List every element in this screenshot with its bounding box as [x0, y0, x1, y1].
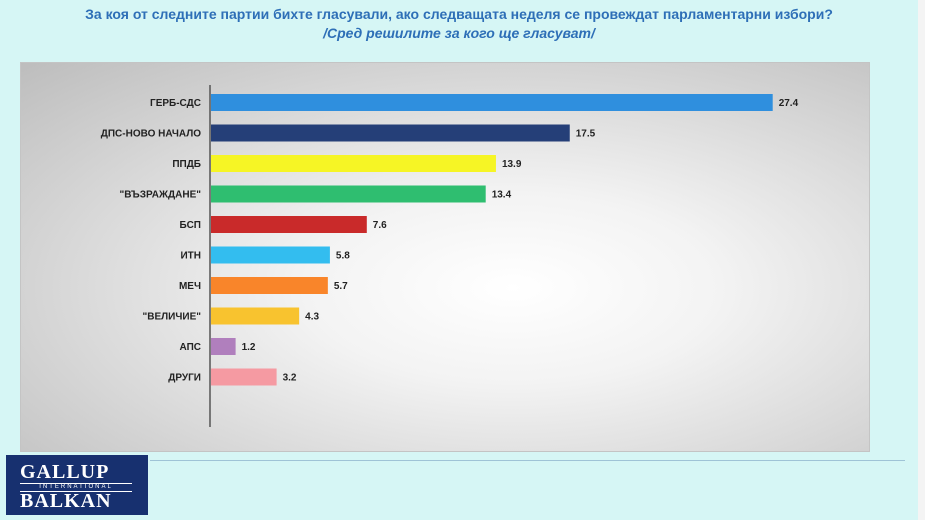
bar	[211, 216, 367, 233]
bar	[211, 94, 773, 111]
value-label: 4.3	[305, 312, 319, 323]
bar	[211, 307, 300, 325]
bar	[211, 155, 496, 172]
logo-line-1: GALLUP	[20, 461, 110, 483]
gallup-logo: GALLUP INTERNATIONAL BALKAN	[6, 455, 148, 515]
value-label: 5.7	[334, 281, 348, 292]
logo-line-3: BALKAN	[20, 490, 112, 512]
value-label: 7.6	[373, 220, 387, 231]
bar	[211, 368, 277, 386]
value-label: 3.2	[283, 373, 297, 384]
value-label: 5.8	[336, 251, 350, 262]
category-label: ППДБ	[172, 159, 201, 170]
value-label: 13.9	[502, 159, 522, 170]
category-label: ИТН	[180, 251, 201, 262]
bar	[211, 124, 570, 142]
bar	[211, 338, 236, 355]
category-label: АПС	[180, 342, 202, 353]
footer-divider	[150, 460, 905, 461]
chart-subtitle: /Сред решилите за кого ще гласуват/	[323, 25, 595, 41]
right-edge-strip	[918, 0, 925, 520]
category-label: "ВЕЛИЧИЕ"	[143, 312, 202, 323]
category-label: БСП	[180, 220, 201, 231]
bar	[211, 246, 330, 264]
category-label: ГЕРБ-СДС	[150, 98, 201, 109]
value-label: 27.4	[779, 98, 799, 109]
value-label: 1.2	[242, 342, 256, 353]
bar	[211, 185, 486, 203]
category-label: ДРУГИ	[168, 373, 201, 384]
category-label: МЕЧ	[179, 281, 201, 292]
chart-panel: ГЕРБ-СДС 27.4 ДПС-НОВО НАЧАЛО 17.5 ППДБ 13.9 "…	[20, 62, 870, 452]
logo-line-2: INTERNATIONAL	[20, 483, 132, 492]
bar	[211, 277, 328, 294]
bar-chart: ГЕРБ-СДС 27.4 ДПС-НОВО НАЧАЛО 17.5 ППДБ 13.9 "…	[101, 85, 799, 427]
category-label: ДПС-НОВО НАЧАЛО	[101, 129, 201, 140]
category-label: "ВЪЗРАЖДАНЕ"	[120, 190, 202, 201]
value-label: 17.5	[576, 129, 596, 140]
chart-title: За коя от следните партии бихте гласувал…	[85, 6, 833, 22]
value-label: 13.4	[492, 190, 512, 201]
